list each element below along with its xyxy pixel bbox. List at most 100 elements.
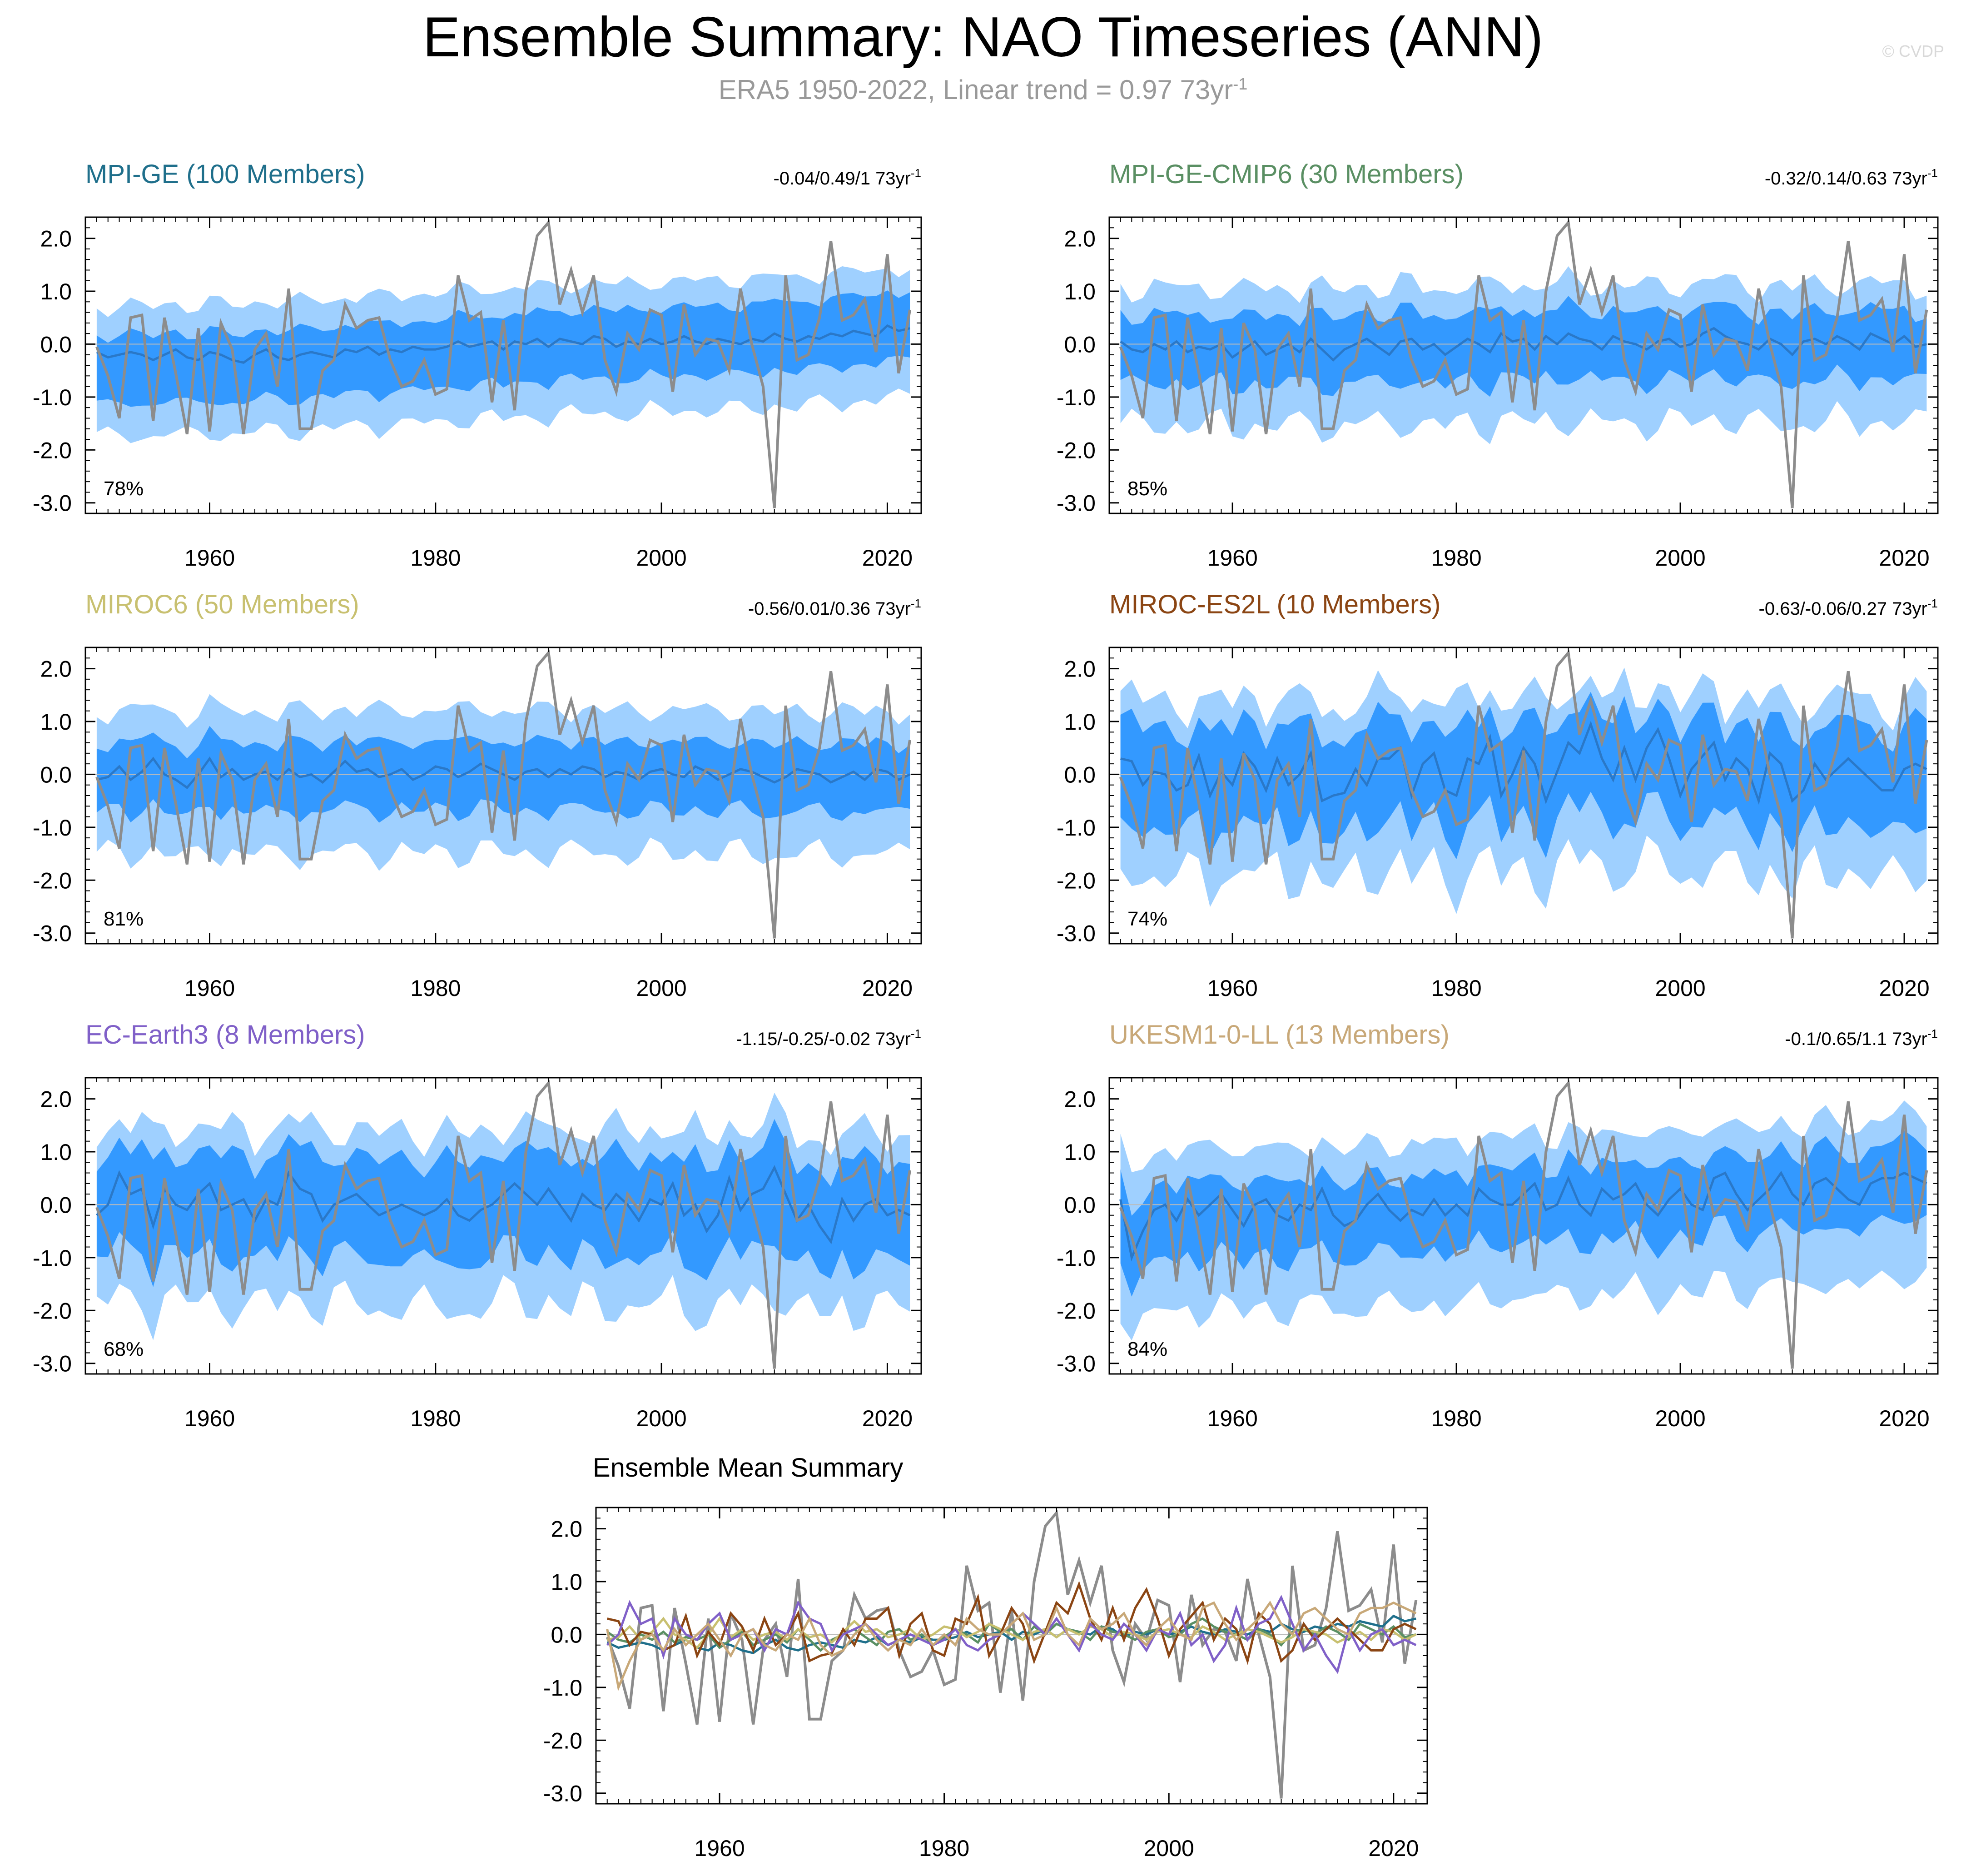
observed-nao-line xyxy=(606,1509,1418,1799)
panel-y-tick-label: 2.0 xyxy=(1064,657,1096,682)
observed-nao-line xyxy=(95,219,912,508)
panel-y-tick-label: 2.0 xyxy=(40,226,72,252)
panel-y-tick-label: 0.0 xyxy=(1064,1192,1096,1218)
panel-x-tick-label: 1960 xyxy=(184,975,235,1001)
observed-nao-line xyxy=(1119,1080,1928,1369)
ensemble-25-75-band xyxy=(1120,692,1927,860)
panel-x-tick-label: 1980 xyxy=(410,1406,461,1431)
panel-y-tick-label: -1.0 xyxy=(33,385,72,410)
panel-x-tick-label: 1960 xyxy=(1207,545,1258,571)
panel-stats-text: -0.56/0.01/0.36 73yr xyxy=(748,599,911,619)
panel-x-tick-label: 1960 xyxy=(184,1406,235,1431)
panel-mpi-ge: MPI-GE (100 Members) -0.04/0.49/1 73yr-1 2… xyxy=(33,159,922,571)
ensemble-mean-line xyxy=(96,324,910,364)
panel-x-tick-label: 1980 xyxy=(1431,545,1481,571)
panel-x-tick-label: 2000 xyxy=(1655,1406,1705,1431)
panel-x-tick-label: 2020 xyxy=(862,545,913,571)
panel-y-tick-label: -3.0 xyxy=(33,921,72,946)
summary-y-tick-label: -3.0 xyxy=(543,1781,582,1806)
ensemble-mean-line xyxy=(1119,1170,1927,1262)
summary-x-tick-label: 1980 xyxy=(919,1836,969,1861)
panel-ukesm1-0-ll: UKESM1-0-LL (13 Members) -0.1/0.65/1.1 73… xyxy=(1057,1020,1939,1431)
panel-x-tick-label: 2020 xyxy=(1879,1406,1929,1431)
subtitle-text: ERA5 1950-2022, Linear trend = 0.97 73yr xyxy=(718,75,1233,105)
summary-plot-area xyxy=(596,1509,1427,1799)
ensemble-mean-line xyxy=(1120,327,1927,362)
panel-stats-text: -0.63/-0.06/0.27 73yr xyxy=(1759,599,1927,619)
panel-title: UKESM1-0-LL (13 Members) xyxy=(1109,1020,1450,1050)
panel-stats-sup: -1 xyxy=(1927,597,1938,610)
panel-y-tick-label: -2.0 xyxy=(1057,438,1096,463)
ensemble-25-75-band xyxy=(1120,296,1927,397)
panel-stats-sup: -1 xyxy=(911,166,921,180)
panel-plot-area xyxy=(1109,1080,1938,1369)
panel-plot-area xyxy=(85,1080,921,1369)
summary-x-tick-label: 2000 xyxy=(1144,1836,1194,1861)
panel-y-tick-label: 0.0 xyxy=(1064,332,1096,357)
panel-stats: -1.15/-0.25/-0.02 73yr-1 xyxy=(736,1027,921,1049)
panel-y-tick-label: 2.0 xyxy=(1064,1087,1096,1112)
panel-x-tick-label: 2020 xyxy=(862,1406,913,1431)
summary-line-mpi-ge-cmip6 xyxy=(606,1617,1416,1652)
panel-plot-area xyxy=(85,649,921,939)
panel-percent: 74% xyxy=(1127,908,1167,930)
panel-title: EC-Earth3 (8 Members) xyxy=(85,1020,365,1050)
panel-title: MPI-GE (100 Members) xyxy=(85,159,365,189)
panel-stats-sup: -1 xyxy=(1927,1027,1938,1040)
panel-stats: -0.1/0.65/1.1 73yr-1 xyxy=(1785,1027,1938,1049)
panel-percent: 81% xyxy=(104,908,144,930)
panel-y-tick-label: -1.0 xyxy=(33,815,72,841)
observed-nao-line xyxy=(95,1080,912,1369)
panel-x-tick-label: 1960 xyxy=(1207,975,1258,1001)
panel-y-tick-label: 0.0 xyxy=(40,1192,72,1218)
panel-y-tick-label: -2.0 xyxy=(33,1298,72,1324)
panel-y-tick-label: 1.0 xyxy=(40,709,72,735)
ensemble-mean-line xyxy=(96,1165,911,1244)
panel-stats: -0.32/0.14/0.63 73yr-1 xyxy=(1765,166,1938,189)
panel-y-tick-label: 1.0 xyxy=(1064,709,1096,735)
panel-y-tick-label: 1.0 xyxy=(1064,1140,1096,1165)
panel-y-tick-label: 1.0 xyxy=(1064,279,1096,304)
panel-x-tick-label: 2000 xyxy=(636,545,686,571)
summary-x-tick-label: 1960 xyxy=(694,1836,745,1861)
panel-y-tick-label: -1.0 xyxy=(33,1245,72,1271)
summary-y-tick-label: -1.0 xyxy=(543,1675,582,1701)
summary-y-tick-label: 0.0 xyxy=(551,1622,582,1647)
observed-nao-line xyxy=(1119,649,1928,939)
summary-line-miroc-es2l xyxy=(607,1581,1417,1665)
panel-stats: -0.63/-0.06/0.27 73yr-1 xyxy=(1759,597,1938,619)
panel-y-tick-label: 0.0 xyxy=(40,332,72,357)
panel-plot-area xyxy=(1109,649,1938,939)
summary-title: Ensemble Mean Summary xyxy=(593,1453,903,1483)
panel-y-tick-label: 2.0 xyxy=(1064,226,1096,252)
panel-y-tick-label: 2.0 xyxy=(40,657,72,682)
summary-frame xyxy=(595,1507,1428,1805)
panel-stats-text: -1.15/-0.25/-0.02 73yr xyxy=(736,1029,911,1049)
panel-y-tick-label: 0.0 xyxy=(1064,762,1096,787)
panel-y-tick-label: 2.0 xyxy=(40,1087,72,1112)
panel-y-tick-label: -3.0 xyxy=(1057,921,1096,946)
panel-title: MIROC6 (50 Members) xyxy=(85,590,359,619)
panel-mpi-ge-cmip6: MPI-GE-CMIP6 (30 Members) -0.32/0.14/0.63… xyxy=(1057,159,1939,571)
page-title: Ensemble Summary: NAO Timeseries (ANN) xyxy=(422,6,1544,69)
panel-y-tick-label: -1.0 xyxy=(1057,385,1096,410)
panel-y-tick-label: 1.0 xyxy=(40,1140,72,1165)
panel-ensemble-mean-summary: Ensemble Mean Summary 2.0 1.0 0.0 -1.0 -2.0 -3… xyxy=(543,1453,1428,1861)
panel-y-tick-label: -2.0 xyxy=(1057,1298,1096,1324)
panel-y-tick-label: -3.0 xyxy=(1057,491,1096,516)
observed-nao-line xyxy=(95,649,912,939)
summary-line-ukesm1-0-ll xyxy=(606,1600,1417,1692)
panel-stats: -0.04/0.49/1 73yr-1 xyxy=(773,166,921,189)
panel-x-tick-label: 2000 xyxy=(1655,545,1705,571)
subtitle-sup: -1 xyxy=(1233,75,1248,93)
panel-title: MIROC-ES2L (10 Members) xyxy=(1109,590,1440,619)
ensemble-mean-line xyxy=(96,756,911,789)
panel-percent: 85% xyxy=(1127,478,1167,500)
panel-ec-earth3: EC-Earth3 (8 Members) -1.15/-0.25/-0.02 7… xyxy=(33,1020,922,1431)
panel-x-tick-label: 1960 xyxy=(184,545,235,571)
panel-x-tick-label: 1980 xyxy=(410,545,461,571)
panel-x-tick-label: 2000 xyxy=(636,975,686,1001)
cvdp-watermark: © CVDP xyxy=(1882,42,1944,60)
panel-x-tick-label: 1980 xyxy=(410,975,461,1001)
ensemble-25-75-band xyxy=(96,1119,910,1287)
